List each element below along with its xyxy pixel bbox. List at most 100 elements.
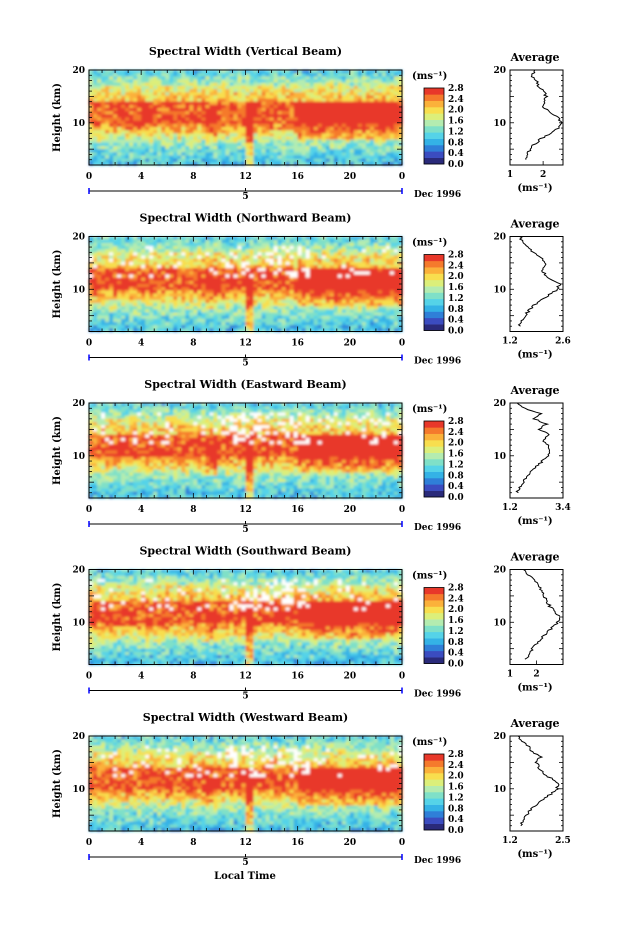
heatmap-cell <box>393 309 399 314</box>
heatmap-cell <box>213 303 219 307</box>
profile-y-tick-label: 20 <box>493 66 506 76</box>
heatmap-cell <box>213 111 219 115</box>
heatmap-cell <box>209 108 214 112</box>
heatmap-cell <box>345 309 351 314</box>
heatmap-cell <box>297 287 303 291</box>
heatmap-cell <box>185 98 190 103</box>
heatmap-cell <box>221 312 227 317</box>
heatmap-cell <box>129 325 134 329</box>
heatmap-cell <box>281 120 287 125</box>
heatmap-cell <box>205 149 210 153</box>
heatmap-cell <box>289 249 295 253</box>
heatmap-cell <box>257 268 263 272</box>
heatmap-cell <box>309 117 315 122</box>
heatmap-cell <box>357 161 363 166</box>
heatmap-cell <box>341 239 347 244</box>
heatmap-cell <box>121 290 126 295</box>
heatmap-cell <box>313 322 319 326</box>
heatmap-cell <box>385 249 391 253</box>
heatmap-cell <box>257 258 263 263</box>
heatmap-cell <box>149 136 154 141</box>
heatmap-cell <box>273 146 279 150</box>
heatmap-cell <box>273 322 279 326</box>
heatmap-cell <box>265 104 271 109</box>
heatmap-cell <box>381 246 387 250</box>
heatmap-cell <box>253 79 259 84</box>
heatmap-cell <box>169 252 174 257</box>
heatmap-cell <box>181 309 186 314</box>
heatmap-cell <box>377 70 383 74</box>
heatmap-cell <box>209 139 214 144</box>
heatmap-cell <box>285 95 291 100</box>
heatmap-cell <box>329 123 335 128</box>
heatmap-cell <box>385 123 391 128</box>
heatmap-cell <box>281 155 287 160</box>
heatmap-cell <box>377 82 383 87</box>
heatmap-cell <box>249 312 255 317</box>
heatmap-cell <box>281 79 287 84</box>
heatmap-cell <box>229 242 235 247</box>
heatmap-cell <box>113 79 118 84</box>
heatmap-cell <box>313 277 319 282</box>
heatmap-cell <box>377 101 383 106</box>
heatmap-cell <box>89 309 94 314</box>
heatmap-cell <box>109 117 114 122</box>
heatmap-cell <box>89 70 94 74</box>
heatmap-cell <box>237 242 243 247</box>
heatmap-cell <box>149 315 154 320</box>
heatmap-cell <box>249 155 255 160</box>
heatmap-cell <box>177 146 182 150</box>
heatmap-cell <box>205 296 210 301</box>
heatmap-cell <box>217 293 223 298</box>
heatmap-cell <box>397 130 403 134</box>
heatmap-cell <box>213 255 219 260</box>
heatmap-cell <box>317 309 323 314</box>
heatmap-cell <box>321 111 327 115</box>
heatmap-cell <box>193 158 198 163</box>
heatmap-cell <box>249 101 255 106</box>
heatmap-cell <box>353 79 359 84</box>
heatmap-cell <box>141 277 146 282</box>
heatmap-cell <box>145 120 150 125</box>
heatmap-cell <box>149 152 154 157</box>
heatmap-cell <box>229 130 235 134</box>
heatmap-cell <box>193 255 198 260</box>
heatmap-cell <box>357 104 363 109</box>
heatmap-cell <box>225 252 231 257</box>
heatmap-cell <box>97 108 102 112</box>
heatmap-cell <box>353 315 359 320</box>
heatmap-cell <box>249 123 255 128</box>
heatmap-cell <box>273 290 279 295</box>
heatmap-cell <box>221 280 227 285</box>
heatmap-cell <box>265 108 271 112</box>
heatmap-cell <box>345 79 351 84</box>
heatmap-cell <box>337 299 343 304</box>
heatmap-cell <box>233 268 239 272</box>
heatmap-cell <box>193 303 198 307</box>
heatmap-cell <box>309 136 315 141</box>
heatmap-cell <box>181 101 186 106</box>
heatmap-cell <box>149 158 154 163</box>
heatmap-cell <box>181 242 186 247</box>
heatmap-cell <box>377 255 383 260</box>
heatmap-cell <box>125 114 130 119</box>
heatmap-cell <box>237 127 243 131</box>
heatmap-cell <box>309 120 315 125</box>
heatmap-cell <box>369 101 375 106</box>
heatmap-cell <box>253 239 259 244</box>
heatmap-cell <box>337 306 343 310</box>
heatmap-cell <box>169 309 174 314</box>
heatmap-cell <box>137 79 142 84</box>
heatmap-cell <box>381 92 387 96</box>
heatmap-cell <box>345 111 351 115</box>
heatmap-cell <box>105 136 110 141</box>
heatmap-cell <box>317 133 323 138</box>
heatmap-cell <box>293 299 299 304</box>
heatmap-cell <box>369 271 375 276</box>
heatmap-cell <box>321 142 327 147</box>
heatmap-cell <box>313 101 319 106</box>
heatmap-cell <box>185 120 190 125</box>
heatmap-cell <box>161 309 166 314</box>
heatmap-cell <box>313 252 319 257</box>
heatmap-cell <box>329 246 335 250</box>
